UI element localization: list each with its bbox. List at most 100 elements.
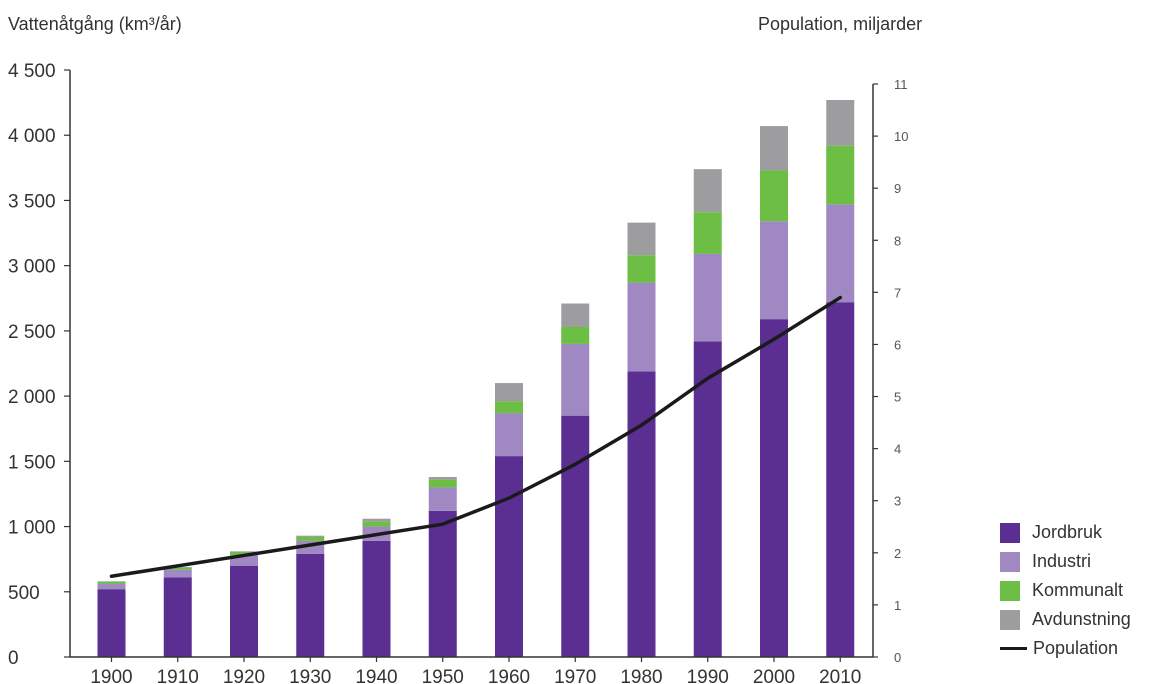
legend-item-industri: Industri [1000,547,1131,576]
legend-item-kommunalt: Kommunalt [1000,576,1131,605]
bar-segment-jordbruk-1930 [296,553,325,657]
bar-segment-kommunalt-2010 [826,145,855,205]
y-tick-label-right: 2 [894,546,901,561]
x-tick-label: 1930 [289,667,331,684]
y-tick-label-left: 500 [8,583,40,604]
bar-segment-avdunstning-1960 [495,383,523,402]
bar-segment-industri-1970 [561,343,590,416]
bar-segment-jordbruk-1970 [561,415,590,657]
legend-item-jordbruk: Jordbruk [1000,518,1131,547]
bar-segment-kommunalt-1910 [163,567,192,570]
bar-segment-jordbruk-1900 [97,589,126,657]
y-tick-label-right: 10 [894,129,908,144]
x-tick-label: 1950 [422,667,464,684]
y-tick-label-right: 1 [894,598,901,613]
bar-segment-jordbruk-2010 [826,302,855,657]
y-tick-label-right: 0 [894,650,901,665]
bar-segment-jordbruk-1980 [627,371,656,657]
y-tick-label-right: 9 [894,181,901,196]
legend-line-swatch [1000,647,1027,650]
x-tick-label: 1980 [620,667,662,684]
legend-label: Industri [1032,551,1092,571]
bar-segment-avdunstning-1990 [693,169,722,213]
y-tick-label-left: 1 000 [8,518,56,539]
legend-label: Population [1033,638,1119,658]
bar-segment-jordbruk-1950 [428,510,457,657]
bar-segment-jordbruk-2000 [760,319,788,657]
x-tick-label: 1990 [687,667,729,684]
x-tick-label: 1910 [157,667,199,684]
y-tick-label-left: 2 500 [8,322,56,343]
legend-swatch [1000,609,1020,630]
y-tick-label-left: 4 500 [8,61,56,82]
y-tick-label-right: 8 [894,233,901,248]
bar-segment-avdunstning-1900 [97,581,126,582]
x-tick-label: 1920 [223,667,265,684]
bar-segment-avdunstning-1940 [362,518,391,522]
bar-segment-industri-2000 [760,221,788,320]
axes-layer: 1900 1910 1920 1930 1940 1950 1960 1970 1980 1990… [8,61,908,684]
x-tick-label: 2010 [819,667,861,684]
x-tick-label: 1970 [554,667,596,684]
y-axis-title-right: Population, miljarder [758,14,923,34]
bar-segment-avdunstning-1980 [627,222,656,256]
bar-segment-kommunalt-1980 [627,255,656,283]
y-tick-label-right: 6 [894,337,901,352]
bar-segment-avdunstning-1950 [428,476,457,480]
y-tick-label-right: 7 [894,285,901,300]
bar-segment-jordbruk-1920 [230,565,258,657]
y-tick-label-right: 3 [894,494,901,509]
y-tick-label-left: 3 000 [8,257,56,278]
y-tick-label-left: 4 000 [8,126,56,147]
bar-segment-avdunstning-1970 [561,303,590,327]
y-tick-label-left: 3 500 [8,191,56,212]
y-tick-label-left: 2 000 [8,387,56,408]
bar-segment-kommunalt-1900 [97,581,126,584]
bar-segment-avdunstning-1930 [296,535,325,537]
bar-segment-industri-1990 [693,253,722,342]
bar-segment-industri-1980 [627,282,656,372]
legend: Jordbruk Industri Kommunalt Avdunstning … [1000,518,1131,663]
bar-segment-jordbruk-1960 [495,456,523,657]
legend-swatch [1000,580,1020,601]
x-tick-label: 1900 [90,667,132,684]
x-tick-label: 1940 [355,667,397,684]
bar-segment-jordbruk-1940 [362,540,391,657]
legend-label: Jordbruk [1032,522,1103,542]
bar-segment-industri-1920 [230,555,258,566]
legend-item-avdunstning: Avdunstning [1000,605,1131,634]
bar-segment-avdunstning-1920 [230,551,258,552]
x-tick-label: 1960 [488,667,530,684]
bar-segment-kommunalt-2000 [760,170,788,222]
bar-segment-industri-1900 [97,583,126,590]
y-tick-label-right: 4 [894,442,901,457]
bars-layer [97,100,855,657]
population-line [109,295,842,579]
bar-segment-kommunalt-1920 [230,551,258,556]
y-tick-label-left: 0 [8,648,19,669]
bar-segment-jordbruk-1910 [163,577,192,657]
y-tick-label-left: 1 500 [8,452,56,473]
bar-segment-industri-1910 [163,569,192,578]
y-axis-title-left: Vattenåtgång (km³/år) [8,14,182,34]
y-tick-label-right: 5 [894,390,901,405]
x-tick-label: 2000 [753,667,795,684]
legend-label: Avdunstning [1032,609,1131,629]
bar-segment-kommunalt-1930 [296,536,325,541]
bar-segment-avdunstning-2010 [826,100,855,146]
bar-segment-kommunalt-1940 [362,521,391,527]
bar-segment-kommunalt-1960 [495,401,523,414]
legend-swatch [1000,551,1020,572]
bar-segment-industri-2010 [826,204,855,303]
y-tick-label-right: 11 [894,77,908,92]
bar-segment-avdunstning-2000 [760,126,788,171]
population-line-layer [109,295,842,579]
legend-label: Kommunalt [1032,580,1124,600]
bar-segment-industri-1950 [428,487,457,511]
legend-swatch [1000,522,1020,543]
bar-segment-industri-1960 [495,413,523,457]
bar-segment-kommunalt-1950 [428,479,457,488]
bar-segment-jordbruk-1990 [693,341,722,657]
bar-segment-kommunalt-1970 [561,326,590,344]
